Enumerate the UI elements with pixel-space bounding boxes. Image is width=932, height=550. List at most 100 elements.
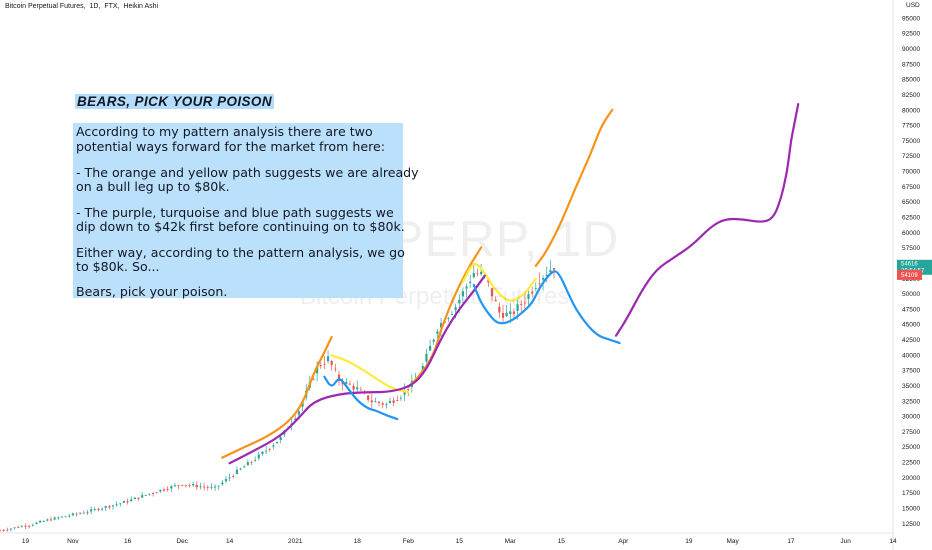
candle-body: [490, 288, 494, 297]
projection-path[interactable]: [461, 263, 537, 302]
candle-body: [24, 526, 27, 527]
note-line: - The orange and yellow path suggests we…: [76, 165, 419, 180]
candle-body: [374, 401, 377, 403]
candle-body: [534, 288, 537, 289]
candle-body: [13, 527, 16, 529]
candle-body: [494, 299, 497, 302]
y-tick-label: 20000: [902, 475, 920, 482]
candle-body: [75, 513, 78, 515]
x-tick-label: Nov: [67, 538, 79, 545]
candle-body: [203, 486, 206, 488]
note-line: According to my pattern analysis there a…: [76, 124, 373, 139]
y-tick-label: 57500: [902, 245, 920, 252]
candle-body: [454, 307, 457, 311]
candle-body: [188, 485, 191, 486]
candle-body: [370, 400, 373, 403]
candle-body: [0, 530, 2, 532]
y-tick-label: 87500: [902, 61, 920, 68]
symbol-name[interactable]: Bitcoin Perpetual Futures,: [5, 3, 86, 10]
x-tick-label: Mar: [505, 538, 517, 545]
candle-body: [469, 281, 472, 283]
projection-path[interactable]: [614, 103, 800, 337]
note-box[interactable]: [73, 123, 403, 298]
projection-path[interactable]: [407, 246, 483, 389]
candle-body: [9, 528, 13, 530]
candle-body: [367, 395, 370, 400]
projection-path[interactable]: [472, 270, 621, 345]
y-tick-label: 60000: [902, 230, 920, 237]
y-tick-label: 80000: [902, 107, 920, 114]
candle-body: [68, 515, 71, 517]
projection-path[interactable]: [221, 335, 333, 459]
candle-body: [93, 509, 96, 510]
x-tick-label: May: [726, 538, 739, 545]
candle-body: [326, 356, 330, 362]
candle-body: [345, 381, 348, 384]
y-tick-label: 47500: [902, 306, 920, 313]
note-title[interactable]: BEARS, PICK YOUR POISON: [75, 94, 274, 109]
x-tick-label: 14: [889, 538, 897, 545]
y-tick-label: 35000: [902, 383, 920, 390]
candle-body: [206, 487, 209, 488]
y-tick-label: 65000: [902, 199, 920, 206]
projection-path[interactable]: [323, 375, 399, 421]
candle-body: [523, 302, 526, 304]
candle-body: [275, 441, 279, 444]
candle-body: [170, 486, 173, 489]
note-line: to $80k. So...: [76, 259, 160, 274]
candle-body: [264, 450, 268, 452]
candle-body: [246, 462, 249, 466]
candle-body: [436, 331, 439, 334]
candle-body: [39, 520, 42, 523]
candle-body: [498, 306, 501, 313]
y-tick-label: 17500: [902, 490, 920, 497]
candle-body: [254, 460, 257, 461]
projection-path[interactable]: [228, 274, 486, 465]
candle-body: [224, 479, 228, 482]
candle-body: [388, 401, 392, 403]
interval-label[interactable]: 1D,: [89, 3, 101, 10]
chart-style-label[interactable]: Heikin Ashi: [123, 3, 159, 10]
candle-body: [100, 508, 104, 510]
candle-body: [133, 497, 136, 500]
y-tick-label: 45000: [902, 322, 920, 329]
candle-body: [122, 501, 126, 503]
candle-body: [316, 365, 319, 374]
candle-body: [17, 527, 20, 529]
x-tick-label: Dec: [176, 538, 188, 545]
projection-path[interactable]: [330, 354, 410, 394]
candle-body: [86, 512, 89, 513]
projection-path[interactable]: [534, 108, 614, 267]
candle-body: [552, 268, 556, 270]
candle-body: [319, 365, 322, 367]
candle-body: [173, 485, 177, 487]
candle-body: [130, 499, 133, 502]
candle-body: [126, 501, 129, 503]
y-tick-label: 85000: [902, 77, 920, 84]
candle-body: [458, 299, 461, 304]
candle-body: [79, 513, 82, 515]
candle-body: [162, 489, 166, 491]
y-tick-label: 40000: [902, 352, 920, 359]
candle-body: [447, 318, 450, 319]
candle-body: [385, 403, 388, 405]
candle-body: [221, 482, 224, 485]
candle-body: [210, 486, 213, 488]
candle-body: [505, 312, 508, 317]
candle-body: [239, 468, 242, 470]
note-line: dip down to $42k first before continuing…: [76, 219, 405, 234]
y-tick-label: 42500: [902, 337, 920, 344]
y-tick-label: 67500: [902, 184, 920, 191]
candle-body: [541, 278, 545, 280]
x-tick-label: 17: [787, 538, 795, 545]
candle-body: [480, 271, 483, 275]
candle-body: [356, 387, 359, 390]
candle-body: [20, 526, 23, 528]
note-line: on a bull leg up to $80k.: [76, 179, 230, 194]
candle-body: [512, 311, 516, 315]
candle-body: [501, 312, 505, 318]
price-marker-badge: [897, 269, 922, 280]
candle-body: [294, 418, 297, 420]
